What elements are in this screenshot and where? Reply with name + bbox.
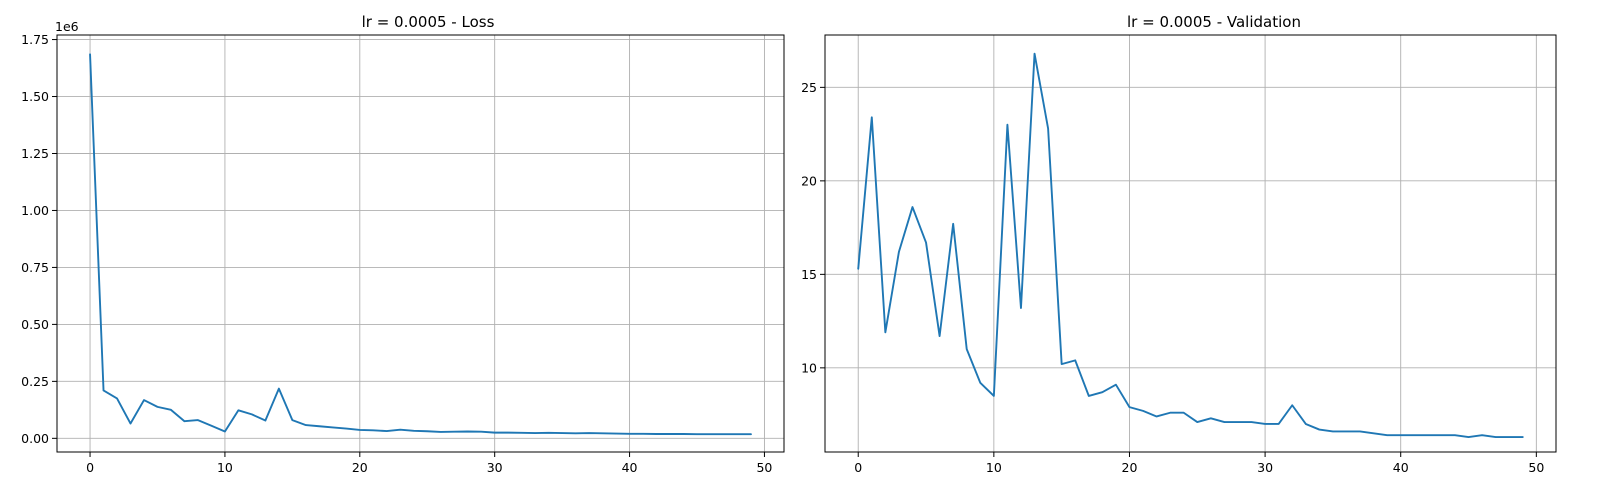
validation-axes-frame: [824, 34, 1557, 453]
validation-y-tick-label: 15: [801, 267, 817, 282]
validation-x-tick-label: 20: [1122, 460, 1138, 475]
loss-chart-panel: lr = 0.0005 - Loss 1e6 0 10 20 30 40 50 0.00 0.…: [21, 13, 785, 475]
loss-ticks: 0 10 20 30 40 50 0.00 0.25 0.50 0.75 1.00 1.25 1.50 1…: [21, 32, 772, 475]
loss-y-tick-label: 0.25: [21, 374, 49, 389]
loss-axes-frame: [56, 34, 785, 453]
validation-x-tick-label: 0: [854, 460, 862, 475]
validation-grid: [825, 35, 1556, 452]
validation-chart-panel: lr = 0.0005 - Validation 0 10 20 30 40 50 10 15…: [801, 13, 1557, 475]
loss-y-tick-label: 0.50: [21, 317, 49, 332]
validation-ticks: 0 10 20 30 40 50 10 15 20 25: [801, 80, 1544, 475]
validation-series-line: [857, 52, 1524, 438]
loss-y-tick-label: 1.25: [21, 146, 49, 161]
validation-x-tick-label: 50: [1528, 460, 1544, 475]
validation-y-tick-label: 10: [801, 360, 817, 375]
loss-y-tick-label: 0.75: [21, 260, 49, 275]
loss-y-offset-label: 1e6: [55, 19, 79, 34]
validation-x-tick-label: 10: [986, 460, 1002, 475]
validation-y-tick-label: 20: [801, 173, 817, 188]
loss-grid: [57, 35, 784, 452]
loss-x-tick-label: 40: [622, 460, 638, 475]
loss-x-tick-label: 10: [217, 460, 233, 475]
validation-y-tick-label: 25: [801, 80, 817, 95]
loss-x-tick-label: 50: [756, 460, 772, 475]
loss-y-tick-label: 1.00: [21, 203, 49, 218]
loss-x-tick-label: 30: [487, 460, 503, 475]
loss-y-tick-label: 1.75: [21, 32, 49, 47]
validation-x-tick-label: 40: [1393, 460, 1409, 475]
validation-x-tick-label: 30: [1257, 460, 1273, 475]
loss-y-tick-label: 1.50: [21, 89, 49, 104]
loss-chart-title: lr = 0.0005 - Loss: [362, 13, 495, 31]
loss-x-tick-label: 20: [352, 460, 368, 475]
validation-chart-title: lr = 0.0005 - Validation: [1127, 13, 1301, 31]
loss-y-tick-label: 0.00: [21, 431, 49, 446]
loss-x-tick-label: 0: [86, 460, 94, 475]
loss-series-line: [89, 53, 752, 436]
